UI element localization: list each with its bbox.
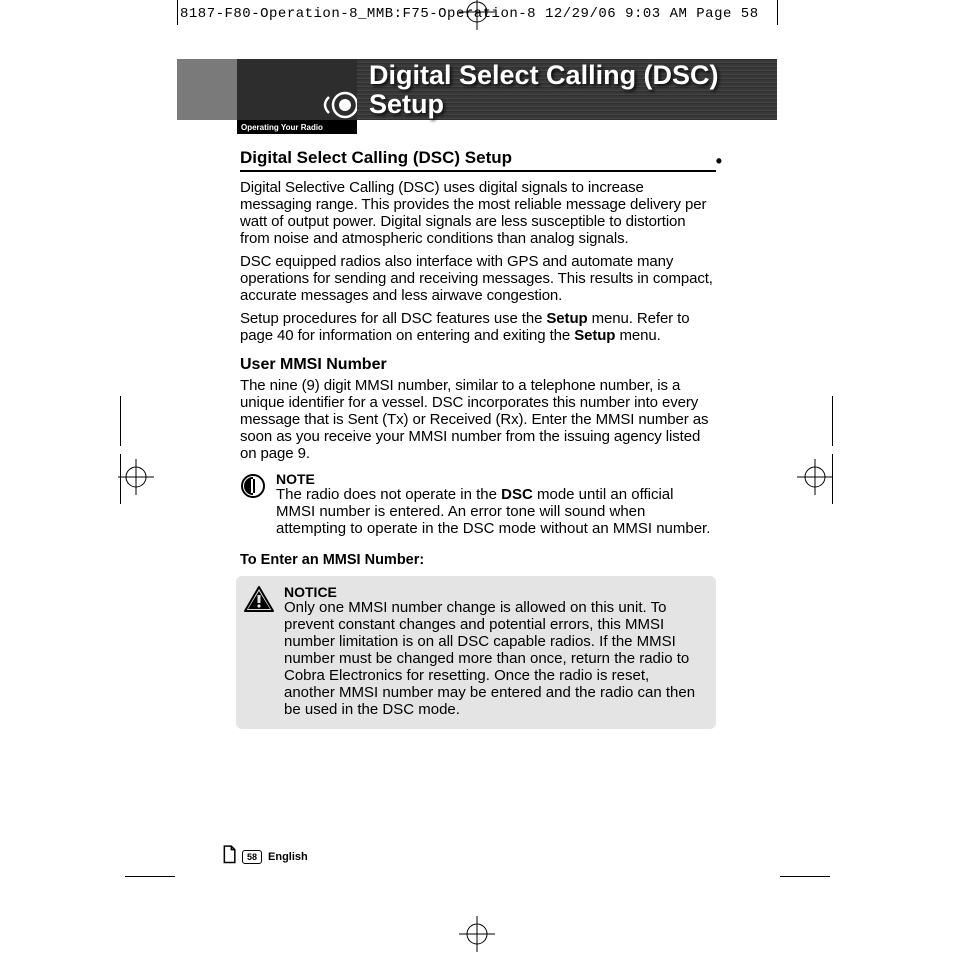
registration-mark-icon [797,459,833,495]
notice-box: NOTICE Only one MMSI number change is al… [236,576,716,729]
banner-tab-grey [177,59,237,120]
title-banner: Digital Select Calling (DSC) Setup [177,59,777,120]
print-header: 8187-F80-Operation-8_MMB:F75-Operation-8… [180,6,759,22]
note-body: NOTE The radio does not operate in the D… [276,471,716,538]
crop-mark [120,396,121,446]
paragraph-setup: Setup procedures for all DSC features us… [240,311,716,345]
registration-mark-icon [118,459,154,495]
text: Setup procedures for all DSC features us… [240,310,546,327]
crop-mark [125,876,175,877]
sub-banner: Operating Your Radio [237,120,357,134]
crop-mark [777,0,778,25]
speaker-icon [319,81,359,121]
page-title: Digital Select Calling (DSC) Setup [369,61,719,118]
note-icon [240,473,266,499]
language-label: English [268,851,308,863]
page-icon [222,845,236,869]
crop-mark [780,876,830,877]
footer: 58 English [222,845,308,869]
crop-mark [832,396,833,446]
note-block: NOTE The radio does not operate in the D… [240,471,716,538]
notice-body: NOTICE Only one MMSI number change is al… [284,584,704,719]
title-line-2: Setup [369,89,444,119]
paragraph-gps: DSC equipped radios also interface with … [240,254,716,305]
section-title: Digital Select Calling (DSC) Setup [240,148,716,172]
text-bold: DSC [501,486,533,503]
paragraph-intro: Digital Selective Calling (DSC) uses dig… [240,180,716,248]
note-label: NOTE [276,471,716,487]
notice-text: Only one MMSI number change is allowed o… [284,600,704,719]
text: menu. [615,327,660,344]
banner-tab-black [237,59,357,120]
sub-heading-mmsi: User MMSI Number [240,356,716,374]
text-bold: Setup [546,310,587,327]
procedure-heading: To Enter an MMSI Number: [240,552,716,568]
banner-main: Digital Select Calling (DSC) Setup [357,59,777,120]
page-number: 58 [242,850,262,864]
title-line-1: Digital Select Calling (DSC) [369,60,719,90]
registration-mark-icon [459,916,495,952]
text-bold: Setup [574,327,615,344]
paragraph-mmsi: The nine (9) digit MMSI number, similar … [240,378,716,463]
content-area: Digital Select Calling (DSC) Setup Digit… [240,148,716,729]
crop-mark [177,0,178,25]
text: The radio does not operate in the [276,486,501,503]
note-text: The radio does not operate in the DSC mo… [276,487,716,538]
warning-icon [244,586,274,612]
notice-label: NOTICE [284,584,704,600]
